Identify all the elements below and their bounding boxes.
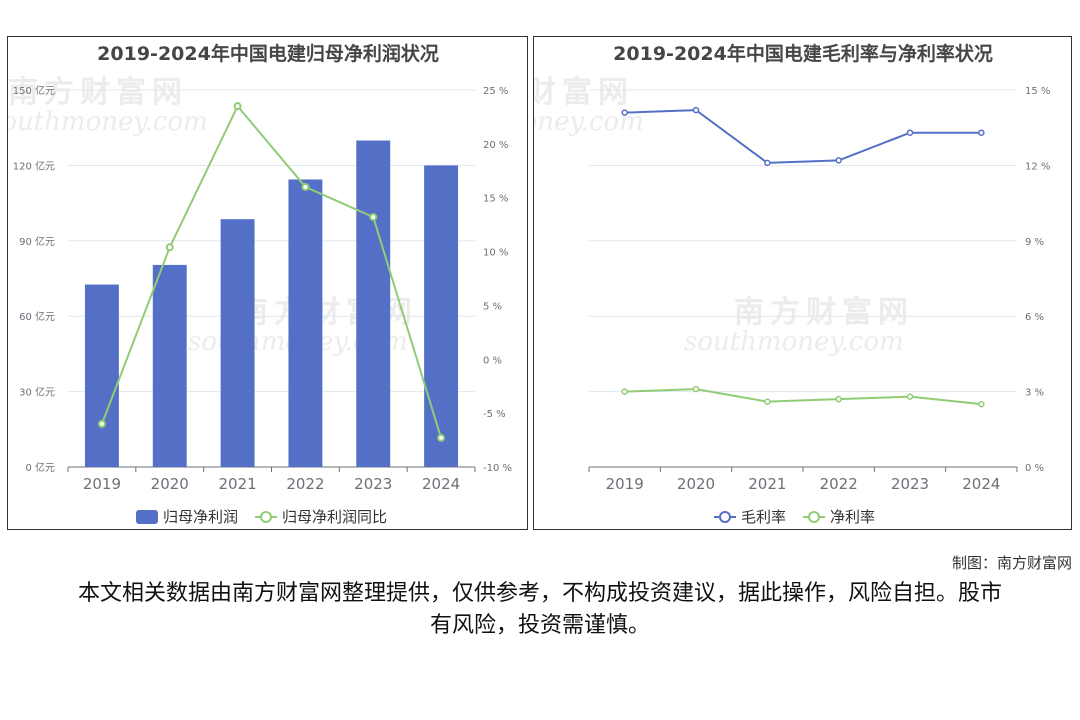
x-tick-label: 2024	[962, 475, 1000, 493]
bar-guimu-jinglirun	[424, 165, 459, 467]
line-maolilv-point	[692, 106, 700, 114]
x-tick-label: 2022	[286, 475, 324, 493]
x-tick-label: 2020	[677, 475, 715, 493]
line-jinglilv-point	[621, 388, 628, 395]
legend-swatch-marker	[260, 511, 272, 523]
legend-label: 毛利率	[741, 508, 786, 526]
x-tick-label: 2019	[83, 475, 121, 493]
right-y-tick-label: 0 %	[1025, 463, 1044, 474]
x-tick-label: 2024	[422, 475, 460, 493]
point-guimu-tongbi	[301, 182, 310, 191]
line-maolilv-point	[835, 157, 842, 164]
left-y-tick-label: 0 亿元	[25, 461, 55, 474]
left-y-tick-label: 150 亿元	[13, 84, 55, 97]
x-tick-label: 2022	[820, 475, 858, 493]
chart-title: 2019-2024年中国电建归母净利润状况	[97, 42, 439, 65]
right-y-tick-label: 6 %	[1025, 312, 1044, 323]
bar-guimu-jinglirun	[356, 140, 391, 467]
right-y-tick-label: -5 %	[483, 409, 506, 420]
line-jinglilv	[624, 388, 982, 406]
line-jinglilv-point	[978, 400, 985, 408]
bar-guimu-jinglirun	[288, 179, 323, 467]
bar-guimu-jinglirun	[220, 219, 255, 467]
x-tick-label: 2023	[354, 475, 392, 493]
x-tick-label: 2019	[606, 475, 644, 493]
right-y-tick-label: 0 %	[483, 355, 502, 366]
right-y-tick-label: 20 %	[483, 140, 508, 151]
x-tick-label: 2021	[218, 475, 256, 493]
right-y-tick-label: -10 %	[483, 463, 512, 474]
point-guimu-tongbi	[97, 419, 106, 428]
line-maolilv-point	[764, 159, 771, 167]
line-maolilv	[624, 109, 982, 164]
x-tick-label: 2023	[891, 475, 929, 493]
right-y-tick-label: 9 %	[1025, 237, 1044, 248]
right-y-tick-label: 10 %	[483, 248, 508, 259]
right-y-tick-label: 15 %	[1025, 86, 1050, 97]
line-maolilv-point	[621, 109, 628, 116]
chart-credit: 制图：南方财富网	[951, 554, 1072, 572]
line-maolilv-point	[978, 129, 985, 136]
right-y-tick-label: 15 %	[483, 194, 508, 205]
point-guimu-tongbi	[233, 102, 242, 111]
left-y-tick-label: 60 亿元	[19, 310, 55, 323]
line-jinglilv-point	[906, 393, 914, 400]
line-jinglilv-point	[692, 385, 700, 393]
chart-title: 2019-2024年中国电建毛利率与净利率状况	[613, 42, 993, 65]
bar-guimu-jinglirun	[152, 264, 187, 467]
line-jinglilv-point	[764, 398, 771, 405]
point-guimu-tongbi	[369, 213, 378, 222]
point-guimu-tongbi	[165, 243, 174, 252]
right-chart-panel: 南方财富网 southmoney.com 南方财富网 southmoney.co…	[533, 36, 1072, 530]
line-jinglilv-point	[835, 395, 842, 403]
line-maolilv-point	[906, 129, 914, 136]
right-y-tick-label: 5 %	[483, 301, 502, 312]
legend-label: 净利率	[830, 508, 875, 526]
left-chart-panel: 南方财富网 southmoney.com 南方财富网 southmoney.co…	[7, 36, 528, 530]
disclaimer-text: 本文相关数据由南方财富网整理提供，仅供参考，不构成投资建议，据此操作，风险自担。…	[77, 581, 1002, 638]
left-y-tick-label: 30 亿元	[19, 386, 55, 399]
left-y-tick-label: 90 亿元	[19, 235, 55, 248]
line-guimu-tongbi	[100, 104, 443, 439]
legend-swatch-marker	[719, 511, 731, 523]
legend-label: 归母净利润	[163, 508, 238, 526]
left-chart-svg: 2019-2024年中国电建归母净利润状况 0 亿元 30 亿元 60 亿元 90 亿元…	[13, 42, 512, 526]
legend-swatch-bar	[136, 510, 158, 524]
left-y-tick-label: 120 亿元	[13, 159, 55, 172]
point-guimu-tongbi	[437, 433, 446, 442]
legend-swatch-marker	[808, 511, 820, 523]
legend-label: 归母净利润同比	[282, 508, 387, 526]
right-y-tick-label: 25 %	[483, 86, 508, 97]
x-tick-label: 2020	[151, 475, 189, 493]
x-tick-label: 2021	[748, 475, 786, 493]
right-y-tick-label: 12 %	[1025, 161, 1050, 172]
bar-guimu-jinglirun	[84, 284, 119, 467]
right-chart-svg: 2019-2024年中国电建毛利率与净利率状况 0 % 3 % 6 % 9 % 12 % 1…	[588, 42, 1050, 526]
right-y-tick-label: 3 %	[1025, 388, 1044, 399]
